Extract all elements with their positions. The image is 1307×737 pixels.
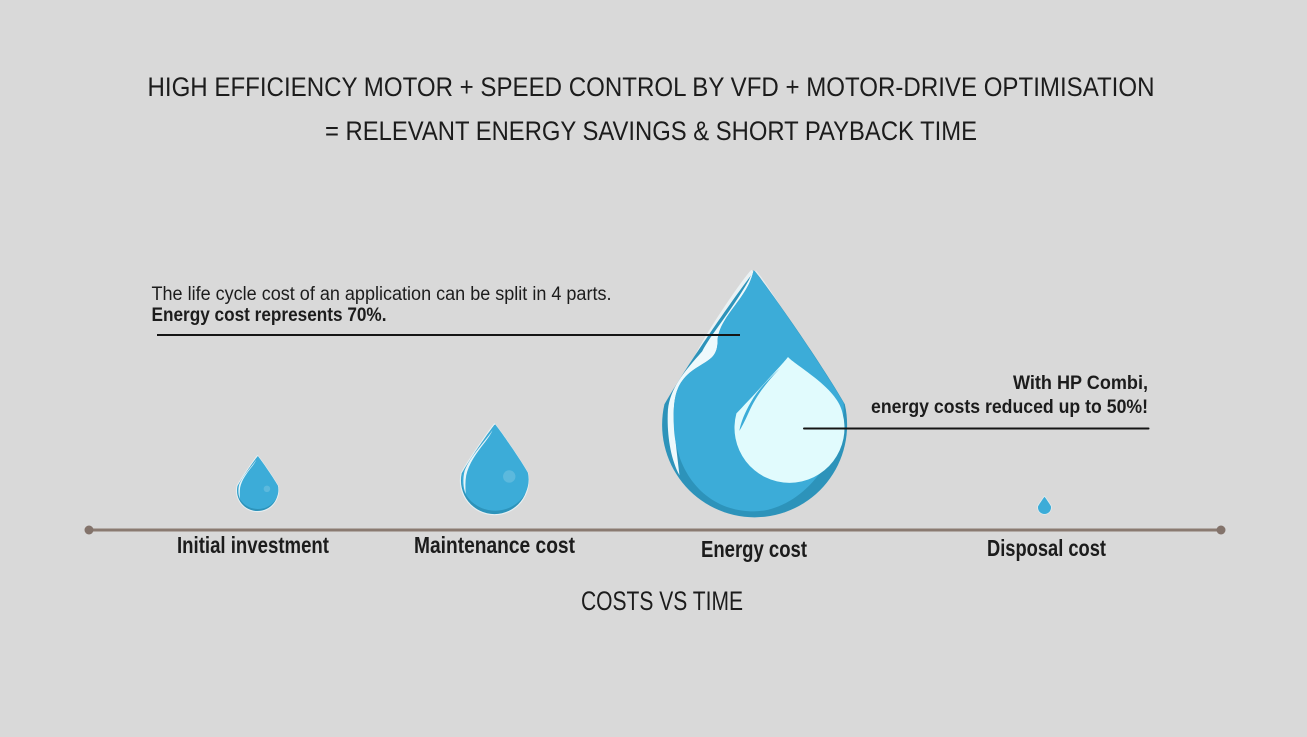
svg-text:Initial investment: Initial investment [177, 532, 329, 558]
svg-text:Disposal cost: Disposal cost [987, 535, 1106, 561]
svg-text:With HP Combi,: With HP Combi, [1013, 373, 1148, 394]
svg-text:energy costs reduced up to 50%: energy costs reduced up to 50%! [871, 397, 1148, 418]
svg-text:Energy cost: Energy cost [701, 536, 807, 562]
svg-text:The life cycle cost of an appl: The life cycle cost of an application ca… [152, 284, 612, 305]
svg-text:= RELEVANT ENERGY SAVINGS & SH: = RELEVANT ENERGY SAVINGS & SHORT PAYBAC… [325, 116, 977, 146]
svg-text:HIGH EFFICIENCY MOTOR + SPEED: HIGH EFFICIENCY MOTOR + SPEED CONTROL BY… [148, 72, 1155, 102]
svg-text:COSTS VS TIME: COSTS VS TIME [581, 586, 743, 616]
svg-text:Energy cost represents 70%.: Energy cost represents 70%. [152, 305, 387, 326]
svg-text:Maintenance cost: Maintenance cost [414, 532, 575, 558]
